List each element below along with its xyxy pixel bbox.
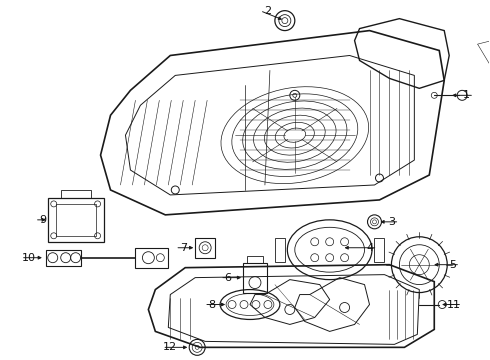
Text: 8: 8 <box>209 300 216 310</box>
Text: 3: 3 <box>388 217 395 227</box>
Text: 10: 10 <box>22 253 36 263</box>
Text: 12: 12 <box>163 342 177 352</box>
Text: 2: 2 <box>264 6 271 15</box>
Text: 7: 7 <box>180 243 187 253</box>
Text: 4: 4 <box>366 243 373 253</box>
Text: 1: 1 <box>463 90 469 100</box>
Text: 11: 11 <box>447 300 461 310</box>
Text: 6: 6 <box>224 273 232 283</box>
Text: 5: 5 <box>449 260 456 270</box>
Text: 9: 9 <box>39 215 47 225</box>
